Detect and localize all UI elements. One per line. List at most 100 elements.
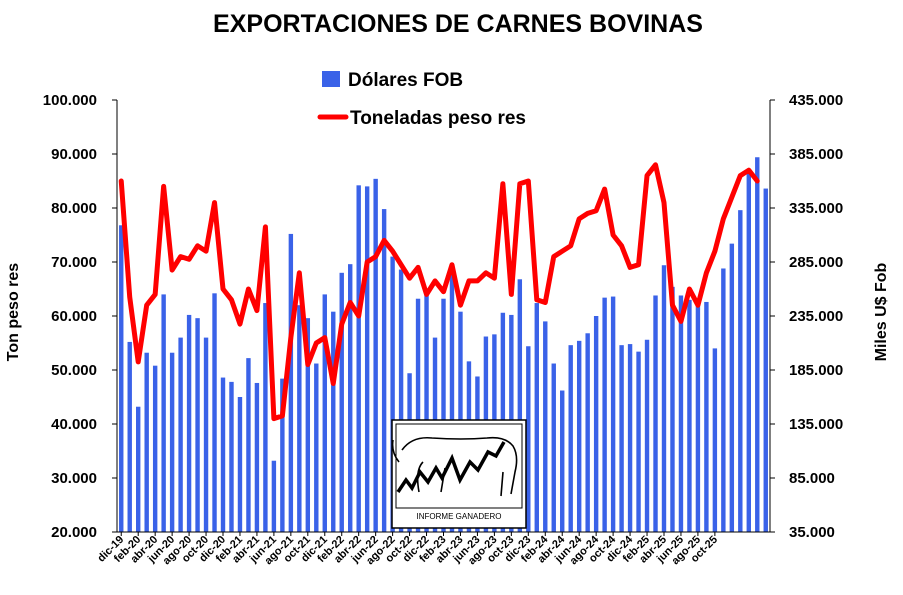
y-right-ticks: 35.000 85.000 135.000 185.000 235.000 285.000… xyxy=(770,92,843,541)
informe-ganadero-logo: INFORME GANADERO xyxy=(391,419,527,529)
bar-66 xyxy=(678,295,684,532)
bar-36 xyxy=(424,291,429,532)
bar-68 xyxy=(695,301,701,532)
bar-47 xyxy=(517,279,523,532)
y-right-tick-label-0: 35.000 xyxy=(789,524,835,541)
bar-67 xyxy=(687,299,692,532)
bar-21 xyxy=(297,305,302,532)
bar-11 xyxy=(212,293,217,532)
line-toneladas xyxy=(118,162,760,422)
y-left-tick-label-4: 60.000 xyxy=(51,308,97,325)
y-left-tick-label-6: 80.000 xyxy=(51,200,97,217)
logo-caption: INFORME GANADERO xyxy=(417,512,502,521)
bar-22 xyxy=(305,318,311,532)
bar-29 xyxy=(364,186,370,532)
bar-3 xyxy=(144,352,149,532)
bar-69 xyxy=(704,301,709,532)
y-right-tick-label-6: 335.000 xyxy=(789,200,843,217)
bar-28 xyxy=(356,185,361,532)
y-right-tick-label-5: 285.000 xyxy=(789,254,843,271)
bar-4 xyxy=(152,365,158,532)
bar-6 xyxy=(169,352,175,532)
bar-49 xyxy=(534,303,539,532)
bar-1 xyxy=(127,341,132,532)
line-series xyxy=(118,162,760,422)
bar-55 xyxy=(585,333,590,532)
bar-61 xyxy=(636,351,641,532)
bar-57 xyxy=(602,297,607,532)
bar-10 xyxy=(203,337,209,532)
bar-33 xyxy=(398,269,404,532)
bar-35 xyxy=(415,298,421,532)
bar-26 xyxy=(339,272,344,532)
bar-5 xyxy=(161,294,166,532)
bar-32 xyxy=(390,256,395,532)
bar-60 xyxy=(627,344,633,532)
y-right-tick-label-2: 135.000 xyxy=(789,416,843,433)
y-right-tick-label-4: 235.000 xyxy=(789,308,843,325)
bar-7 xyxy=(178,337,183,532)
bar-24 xyxy=(322,294,327,532)
bar-52 xyxy=(560,390,565,532)
bar-16 xyxy=(254,382,260,532)
bar-64 xyxy=(661,265,667,532)
bar-19 xyxy=(280,378,285,532)
bar-70 xyxy=(712,348,718,532)
bar-30 xyxy=(373,178,378,532)
bar-74 xyxy=(746,170,751,532)
bar-73 xyxy=(738,210,743,532)
y-right-tick-label-8: 435.000 xyxy=(789,92,843,109)
y-left-tick-label-0: 20.000 xyxy=(51,524,97,541)
legend: Dólares FOB Toneladas peso res xyxy=(292,62,604,132)
y-left-tick-label-1: 30.000 xyxy=(51,470,97,487)
bar-27 xyxy=(348,264,353,532)
chart-title: EXPORTACIONES DE CARNES BOVINAS xyxy=(213,10,703,38)
bar-12 xyxy=(220,377,226,532)
bar-65 xyxy=(670,286,675,532)
bar-50 xyxy=(543,321,548,532)
legend-label-toneladas: Toneladas peso res xyxy=(350,108,526,129)
bar-23 xyxy=(314,363,319,532)
bar-54 xyxy=(576,340,582,532)
bar-48 xyxy=(526,346,531,532)
bar-18 xyxy=(271,460,277,532)
bar-0 xyxy=(119,225,124,532)
bar-31 xyxy=(381,209,387,532)
bar-39 xyxy=(449,272,455,532)
bar-72 xyxy=(729,243,735,532)
y-right-tick-label-1: 85.000 xyxy=(789,470,835,487)
bar-62 xyxy=(644,339,650,532)
bar-2 xyxy=(136,406,141,532)
bar-13 xyxy=(229,381,234,532)
bar-75 xyxy=(755,157,760,533)
y-left-tick-label-7: 90.000 xyxy=(51,146,97,163)
legend-swatch-bar xyxy=(322,71,340,87)
y-left-tick-label-3: 50.000 xyxy=(51,362,97,379)
bar-20 xyxy=(288,233,294,533)
bar-38 xyxy=(441,298,446,532)
legend-label-dolares: Dólares FOB xyxy=(348,70,463,91)
bar-76 xyxy=(763,188,768,532)
y-left-tick-label-8: 100.000 xyxy=(43,92,97,109)
y-right-tick-label-3: 185.000 xyxy=(789,362,843,379)
y-right-axis-title: Miles U$ Fob xyxy=(873,262,890,361)
bar-58 xyxy=(610,296,616,532)
bar-25 xyxy=(331,311,336,532)
bar-59 xyxy=(619,345,624,532)
y-left-ticks: 20.000 30.000 40.000 50.000 60.000 70.000 80.0… xyxy=(43,92,117,541)
bar-51 xyxy=(551,363,556,532)
y-left-axis-title: Ton peso res xyxy=(5,263,22,361)
y-left-tick-label-5: 70.000 xyxy=(51,254,97,271)
y-left-tick-label-2: 40.000 xyxy=(51,416,97,433)
bar-53 xyxy=(568,345,573,532)
bar-71 xyxy=(721,268,726,532)
y-right-tick-label-7: 385.000 xyxy=(789,146,843,163)
bar-14 xyxy=(237,397,243,532)
x-ticks: dic-19feb-20abr-20jun-20ago-20oct-20dic-… xyxy=(95,532,720,567)
bar-15 xyxy=(246,358,251,532)
bar-17 xyxy=(263,303,268,532)
bar-56 xyxy=(593,316,599,532)
bar-9 xyxy=(195,318,200,532)
bar-63 xyxy=(653,295,658,532)
